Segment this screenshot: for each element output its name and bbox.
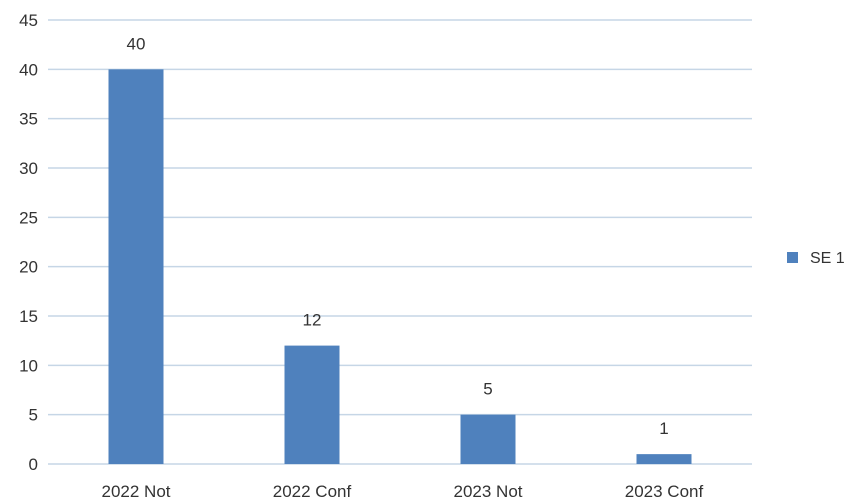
gridlines — [48, 19, 752, 465]
x-axis-categories: 2022 Not 2022 Conf 2023 Not 2023 Conf — [102, 482, 704, 501]
bar — [636, 454, 692, 464]
legend: SE 1 — [787, 250, 845, 267]
data-labels: 40 12 5 1 — [127, 34, 669, 438]
legend-swatch — [787, 252, 798, 263]
x-category-label: 2023 Not — [454, 482, 523, 501]
data-label: 5 — [483, 380, 492, 399]
y-tick-label: 0 — [29, 455, 38, 474]
y-tick-label: 45 — [19, 11, 38, 30]
legend-label: SE 1 — [810, 250, 845, 267]
bars — [108, 69, 692, 464]
y-tick-label: 25 — [19, 208, 38, 227]
data-label: 12 — [303, 311, 322, 330]
y-tick-label: 40 — [19, 60, 38, 79]
y-tick-label: 15 — [19, 307, 38, 326]
y-axis-ticks: 0 5 10 15 20 25 30 35 40 45 — [19, 11, 38, 474]
y-tick-label: 20 — [19, 258, 38, 277]
bar — [460, 414, 516, 464]
x-category-label: 2022 Not — [102, 482, 171, 501]
bar — [108, 69, 164, 464]
y-tick-label: 35 — [19, 110, 38, 129]
data-label: 40 — [127, 34, 146, 53]
x-category-label: 2023 Conf — [625, 482, 704, 501]
x-category-label: 2022 Conf — [273, 482, 352, 501]
data-label: 1 — [659, 419, 668, 438]
y-tick-label: 5 — [29, 406, 38, 425]
bar — [284, 345, 340, 464]
y-tick-label: 10 — [19, 356, 38, 375]
y-tick-label: 30 — [19, 159, 38, 178]
